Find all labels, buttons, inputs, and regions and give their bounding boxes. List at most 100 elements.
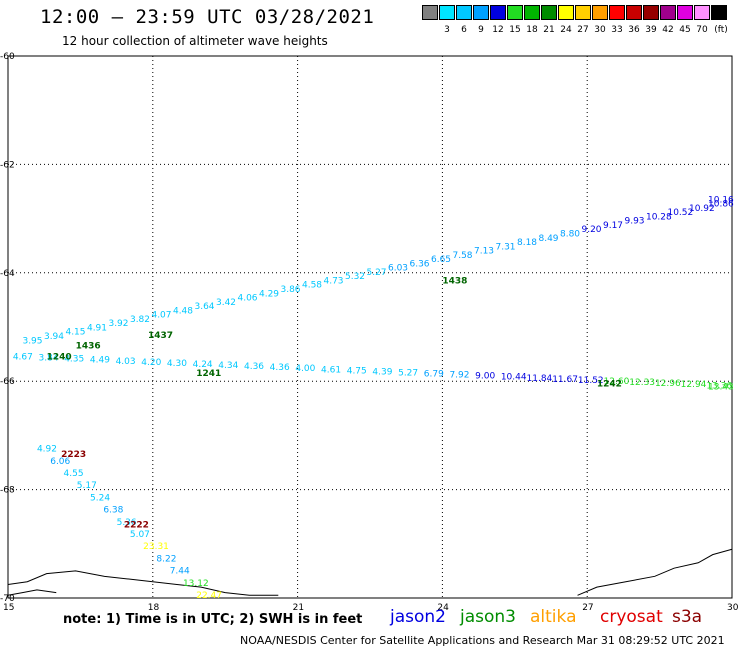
units-note: note: 1) Time is in UTC; 2) SWH is in fe… bbox=[63, 612, 363, 627]
wave-height-label: 9.20 bbox=[581, 225, 601, 235]
wave-height-label: 7.92 bbox=[449, 371, 469, 381]
wave-height-label: 13.36 bbox=[706, 381, 732, 391]
wave-height-label: 7.58 bbox=[452, 251, 472, 261]
wave-height-label: 6.38 bbox=[103, 506, 123, 516]
wave-height-label: 4.00 bbox=[295, 364, 315, 374]
wave-height-label: 9.17 bbox=[603, 221, 623, 231]
pass-number: 1241 bbox=[196, 369, 221, 379]
wave-height-label: 4.30 bbox=[167, 359, 187, 369]
wave-height-label: 3.64 bbox=[194, 302, 214, 312]
scale-label: 3 bbox=[444, 25, 450, 35]
wave-height-label: 4.73 bbox=[323, 276, 343, 286]
wave-height-label: 4.75 bbox=[347, 366, 367, 376]
scale-swatch bbox=[524, 5, 540, 20]
map-frame bbox=[7, 55, 733, 599]
wave-height-label: 4.49 bbox=[90, 356, 110, 366]
wave-height-label: 8.80 bbox=[560, 230, 580, 240]
wave-height-label: 3.86 bbox=[280, 285, 300, 295]
wave-height-label: 4.36 bbox=[270, 363, 290, 373]
wave-height-label: 8.49 bbox=[538, 234, 558, 244]
lon-label: 24 bbox=[437, 603, 449, 613]
wave-height-label: 6.65 bbox=[431, 255, 451, 265]
wave-height-label: 4.91 bbox=[87, 323, 107, 333]
lon-label: 27 bbox=[582, 603, 593, 613]
pass-number: 1436 bbox=[76, 342, 101, 352]
wave-height-label: 13.43 bbox=[708, 382, 734, 392]
pass-number: 1438 bbox=[442, 277, 467, 287]
wave-height-label: 7.31 bbox=[495, 242, 515, 252]
legend-altika: altika bbox=[530, 607, 577, 627]
map-subtitle: 12 hour collection of altimeter wave hei… bbox=[62, 34, 328, 48]
wave-height-label: 22.47 bbox=[196, 591, 222, 601]
wave-height-label: 10.92 bbox=[689, 204, 715, 214]
lon-label: 15 bbox=[3, 603, 14, 613]
wave-height-label: 4.55 bbox=[64, 469, 84, 479]
scale-label: 27 bbox=[577, 25, 589, 35]
wave-height-label: 3.92 bbox=[108, 319, 128, 329]
wave-height-label: 3.82 bbox=[130, 315, 150, 325]
scale-swatch bbox=[473, 5, 489, 20]
scale-swatch bbox=[422, 5, 438, 20]
wave-height-label: 5.27 bbox=[398, 368, 418, 378]
wave-height-label: 4.34 bbox=[218, 361, 238, 371]
wave-height-label: 4.06 bbox=[237, 294, 257, 304]
wave-height-label: 5.36 bbox=[117, 518, 137, 528]
scale-label: 33 bbox=[611, 25, 623, 35]
wave-height-label: 12.60 bbox=[604, 377, 630, 387]
scale-swatch bbox=[541, 5, 557, 20]
wave-height-label: 6.36 bbox=[409, 259, 429, 269]
wave-height-label: 4.07 bbox=[151, 311, 171, 321]
wave-height-label: 6.06 bbox=[50, 457, 70, 467]
wave-height-label: 11.84 bbox=[527, 374, 553, 384]
scale-swatch bbox=[558, 5, 574, 20]
wave-height-label: 10.86 bbox=[708, 200, 734, 210]
scale-label: 21 bbox=[543, 25, 555, 35]
wave-height-label: 5.17 bbox=[77, 481, 97, 491]
pass-number: 1240 bbox=[47, 353, 72, 363]
wave-height-label: 3.84 bbox=[39, 354, 59, 364]
wave-height-label: 23.31 bbox=[143, 542, 169, 552]
scale-swatch bbox=[677, 5, 693, 20]
wave-height-label: 13.12 bbox=[183, 579, 209, 589]
wave-height-label: 9.93 bbox=[624, 217, 644, 227]
scale-label: 6 bbox=[461, 25, 467, 35]
wave-height-label: 10.28 bbox=[646, 212, 672, 222]
scale-swatch bbox=[490, 5, 506, 20]
wave-height-label: 3.95 bbox=[22, 336, 42, 346]
scale-label: 42 bbox=[662, 25, 674, 35]
lat-label: -66 bbox=[0, 377, 15, 387]
wave-height-label: 5.27 bbox=[366, 268, 386, 278]
wave-height-label: 4.15 bbox=[65, 328, 85, 338]
wave-height-label: 4.35 bbox=[64, 355, 84, 365]
wave-height-label: 3.42 bbox=[216, 298, 236, 308]
wave-height-label: 11.67 bbox=[552, 375, 578, 385]
scale-swatch bbox=[711, 5, 727, 20]
map-title: 12:00 – 23:59 UTC 03/28/2021 bbox=[40, 6, 375, 28]
wave-height-label: 12.33 bbox=[629, 378, 655, 388]
scale-label: 24 bbox=[560, 25, 572, 35]
scale-label: 39 bbox=[645, 25, 657, 35]
wave-height-label: 4.39 bbox=[372, 367, 392, 377]
coastline bbox=[577, 548, 733, 596]
scale-swatch bbox=[643, 5, 659, 20]
wave-height-label: 8.18 bbox=[517, 238, 537, 248]
pass-number: 2222 bbox=[124, 521, 149, 531]
lon-label: 30 bbox=[727, 603, 739, 613]
wave-height-label: 3.94 bbox=[44, 332, 64, 342]
scale-swatch bbox=[626, 5, 642, 20]
pass-number: 1437 bbox=[148, 331, 173, 341]
scale-swatch bbox=[660, 5, 676, 20]
wave-height-label: 4.24 bbox=[193, 360, 213, 370]
lat-label: -62 bbox=[0, 160, 15, 170]
legend-jason3: jason3 bbox=[460, 607, 516, 627]
wave-height-label: 4.03 bbox=[116, 357, 136, 367]
scale-label: 18 bbox=[526, 25, 538, 35]
scale-swatch bbox=[507, 5, 523, 20]
pass-number: 1242 bbox=[597, 380, 622, 390]
wave-height-label: 12.96 bbox=[655, 379, 681, 389]
wave-height-label: 4.36 bbox=[244, 362, 264, 372]
wave-height-label: 11.52 bbox=[578, 376, 604, 386]
wave-height-label: 4.67 bbox=[13, 353, 33, 363]
scale-swatch bbox=[592, 5, 608, 20]
